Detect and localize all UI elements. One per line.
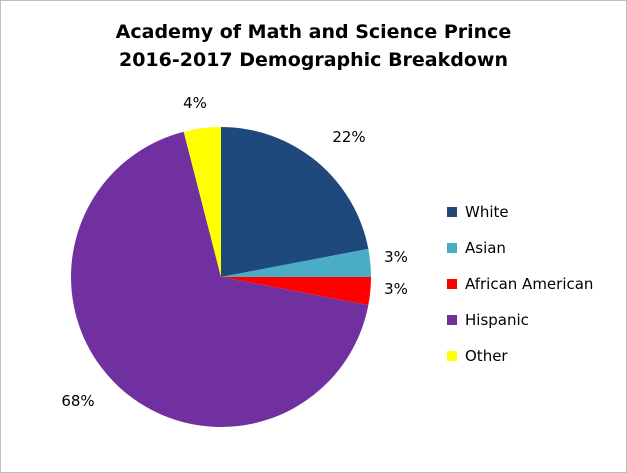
data-label-white: 22% (332, 128, 365, 146)
legend-item-asian: Asian (447, 230, 593, 266)
legend-item-hispanic: Hispanic (447, 302, 593, 338)
chart-subtitle: 2016-2017 Demographic Breakdown (118, 49, 508, 71)
legend-label-white: White (465, 203, 509, 221)
legend-item-other: Other (447, 338, 593, 374)
pie-slice-asian (221, 248, 371, 277)
legend-label-other: Other (465, 347, 508, 365)
legend-swatch-white (447, 207, 457, 217)
legend-item-white: White (447, 194, 593, 230)
pie-slice-white (221, 127, 369, 277)
data-label-other: 4% (183, 94, 207, 112)
legend-swatch-asian (447, 243, 457, 253)
data-label-african-american: 3% (384, 280, 408, 298)
data-label-hispanic: 68% (61, 392, 94, 410)
legend-swatch-hispanic (447, 315, 457, 325)
pie-slice-other (183, 127, 221, 277)
legend-item-african-american: African American (447, 266, 593, 302)
legend-swatch-african-american (447, 279, 457, 289)
legend-label-african-american: African American (465, 275, 594, 293)
legend: White Asian African American Hispanic Ot… (447, 194, 593, 374)
pie-slice-hispanic (70, 131, 369, 427)
legend-label-hispanic: Hispanic (465, 311, 529, 329)
data-label-asian: 3% (384, 248, 408, 266)
legend-label-asian: Asian (465, 239, 506, 257)
legend-swatch-other (447, 351, 457, 361)
pie-slice-african-american (221, 277, 371, 306)
chart-title: Academy of Math and Science Prince (115, 21, 512, 43)
chart-title-block: Academy of Math and Science Prince 2016-… (0, 18, 627, 74)
